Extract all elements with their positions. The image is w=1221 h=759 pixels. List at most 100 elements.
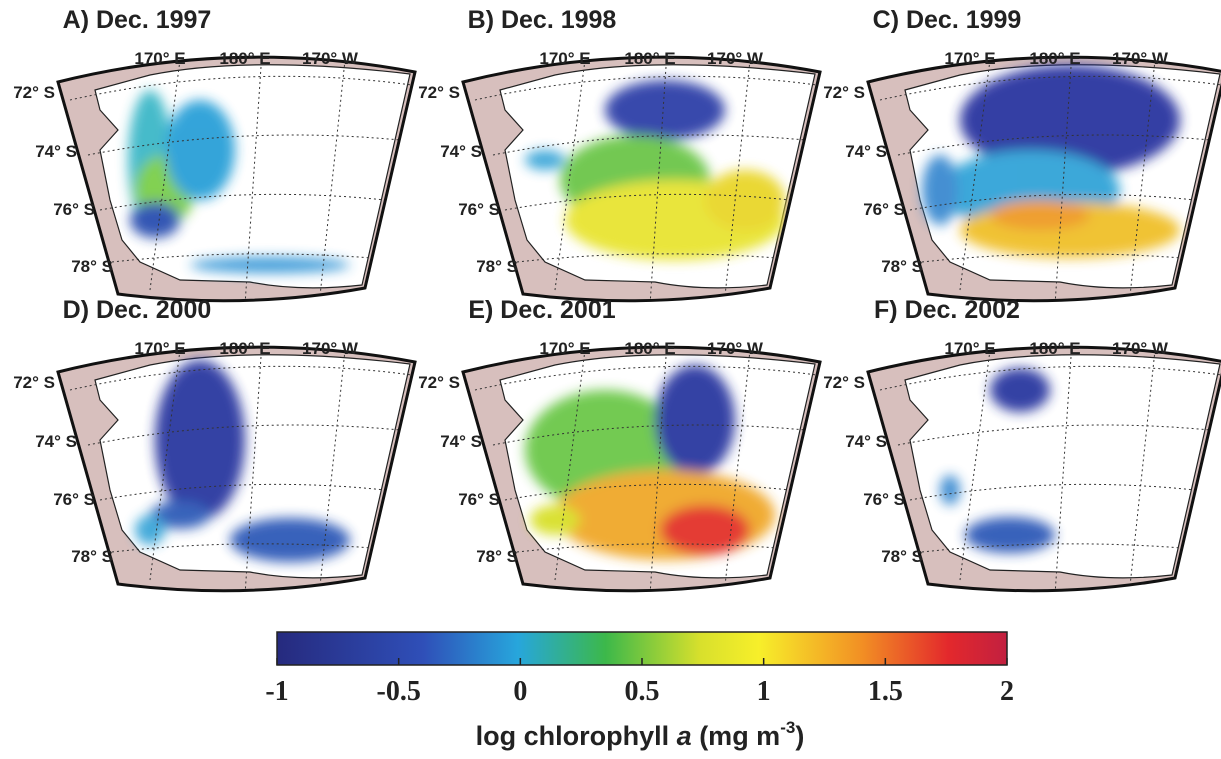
chlorophyll-patch xyxy=(190,257,350,273)
map-panel: C) Dec. 1999 170° E 180° E 170° W 72° S 74° S… xyxy=(823,6,1221,303)
lat-label: 76° S xyxy=(863,200,905,219)
chlorophyll xyxy=(135,360,350,562)
parallel xyxy=(492,134,806,156)
parallel xyxy=(87,134,401,156)
chlorophyll-patch xyxy=(660,505,750,555)
meridian xyxy=(1054,347,1073,591)
panel-title: F) Dec. 2002 xyxy=(874,296,1020,324)
map-frame xyxy=(866,345,1221,593)
parallel xyxy=(921,543,1183,553)
chlorophyll xyxy=(128,90,350,273)
lon-label: 170° W xyxy=(707,339,764,358)
parallel xyxy=(87,424,401,446)
map-content xyxy=(474,57,818,301)
chlorophyll-patch xyxy=(155,360,245,520)
parallel xyxy=(504,193,791,211)
parallel xyxy=(921,253,1183,263)
lon-label: 180° E xyxy=(219,49,270,68)
chlorophyll-patch xyxy=(135,515,165,545)
parallel xyxy=(111,253,373,263)
lat-label: 72° S xyxy=(823,83,865,102)
map-content xyxy=(69,57,413,301)
lat-label: 76° S xyxy=(863,490,905,509)
chlorophyll-patch xyxy=(150,501,210,529)
lat-label: 78° S xyxy=(881,257,923,276)
lon-label: 170° W xyxy=(707,49,764,68)
parallel xyxy=(516,543,778,553)
chlorophyll-patch xyxy=(922,155,958,225)
chlorophyll-patch xyxy=(525,150,565,170)
panel-title: A) Dec. 1997 xyxy=(63,6,212,34)
map-content xyxy=(69,347,413,591)
colorbar-tick-label: 1.5 xyxy=(868,676,903,707)
chlorophyll-patch xyxy=(990,200,1090,230)
chlorophyll-patch xyxy=(960,65,1180,175)
parallel xyxy=(474,365,818,391)
meridian xyxy=(149,349,181,581)
parallel xyxy=(516,253,778,263)
meridian xyxy=(554,349,586,581)
chlorophyll-patch xyxy=(940,475,960,505)
lat-label: 78° S xyxy=(476,547,518,566)
chlorophyll-patch xyxy=(130,202,180,238)
parallel xyxy=(879,365,1221,391)
lat-label: 74° S xyxy=(440,142,482,161)
lat-label: 72° S xyxy=(418,373,460,392)
lat-label: 76° S xyxy=(458,200,500,219)
lat-label: 78° S xyxy=(71,547,113,566)
parallel xyxy=(474,75,818,101)
chlorophyll-patch xyxy=(230,518,350,562)
map-panel: D) Dec. 2000 170° E 180° E 170° W 72° S 74° S… xyxy=(13,296,417,593)
lat-label: 72° S xyxy=(418,83,460,102)
parallel xyxy=(69,365,413,391)
lat-label: 74° S xyxy=(440,432,482,451)
ocean xyxy=(904,354,1221,579)
parallel xyxy=(897,424,1211,446)
chlorophyll-patch xyxy=(965,517,1055,553)
chlorophyll-patch xyxy=(655,365,735,475)
chlorophyll-patch xyxy=(530,505,580,535)
meridian xyxy=(149,59,181,291)
lon-label: 170° W xyxy=(302,49,359,68)
parallel xyxy=(879,75,1221,101)
colorbar-tick-label: 1 xyxy=(757,676,771,707)
parallel xyxy=(69,75,413,101)
lon-label: 170° W xyxy=(1112,339,1169,358)
lon-label: 180° E xyxy=(219,339,270,358)
colorbar-tick-label: -1 xyxy=(265,676,288,707)
panel-title: E) Dec. 2001 xyxy=(468,296,615,324)
meridian xyxy=(649,347,668,591)
meridian xyxy=(1054,57,1073,301)
colorbar-label: log chlorophyll a (mg m-3) xyxy=(476,718,805,751)
chlorophyll-patch xyxy=(990,368,1050,412)
lon-label: 180° E xyxy=(1029,339,1080,358)
chlorophyll xyxy=(525,365,775,560)
lat-label: 72° S xyxy=(823,373,865,392)
map-frame xyxy=(461,55,822,303)
meridian xyxy=(244,347,263,591)
lon-label: 180° E xyxy=(624,339,675,358)
chlorophyll-patch xyxy=(605,80,725,140)
lon-label: 170° E xyxy=(539,49,590,68)
lon-label: 170° E xyxy=(944,339,995,358)
meridian xyxy=(244,57,263,301)
map-frame xyxy=(461,345,822,593)
panel-title: C) Dec. 1999 xyxy=(873,6,1022,34)
parallel xyxy=(111,543,373,553)
map-panel: E) Dec. 2001 170° E 180° E 170° W 72° S 74° S… xyxy=(418,296,822,593)
map-content xyxy=(474,347,818,591)
parallel xyxy=(504,483,791,501)
map-panel: B) Dec. 1998 170° E 180° E 170° W 72° S 74° S… xyxy=(418,6,822,303)
meridian xyxy=(959,349,991,581)
lat-label: 78° S xyxy=(881,547,923,566)
map-frame xyxy=(56,55,417,303)
lon-label: 180° E xyxy=(624,49,675,68)
colorbar-tick-label: 2 xyxy=(1000,676,1014,707)
lat-label: 74° S xyxy=(35,142,77,161)
parallel xyxy=(909,193,1196,211)
lat-label: 78° S xyxy=(476,257,518,276)
map-content xyxy=(879,57,1221,301)
chlorophyll-patch xyxy=(165,100,235,200)
meridian xyxy=(649,57,668,301)
